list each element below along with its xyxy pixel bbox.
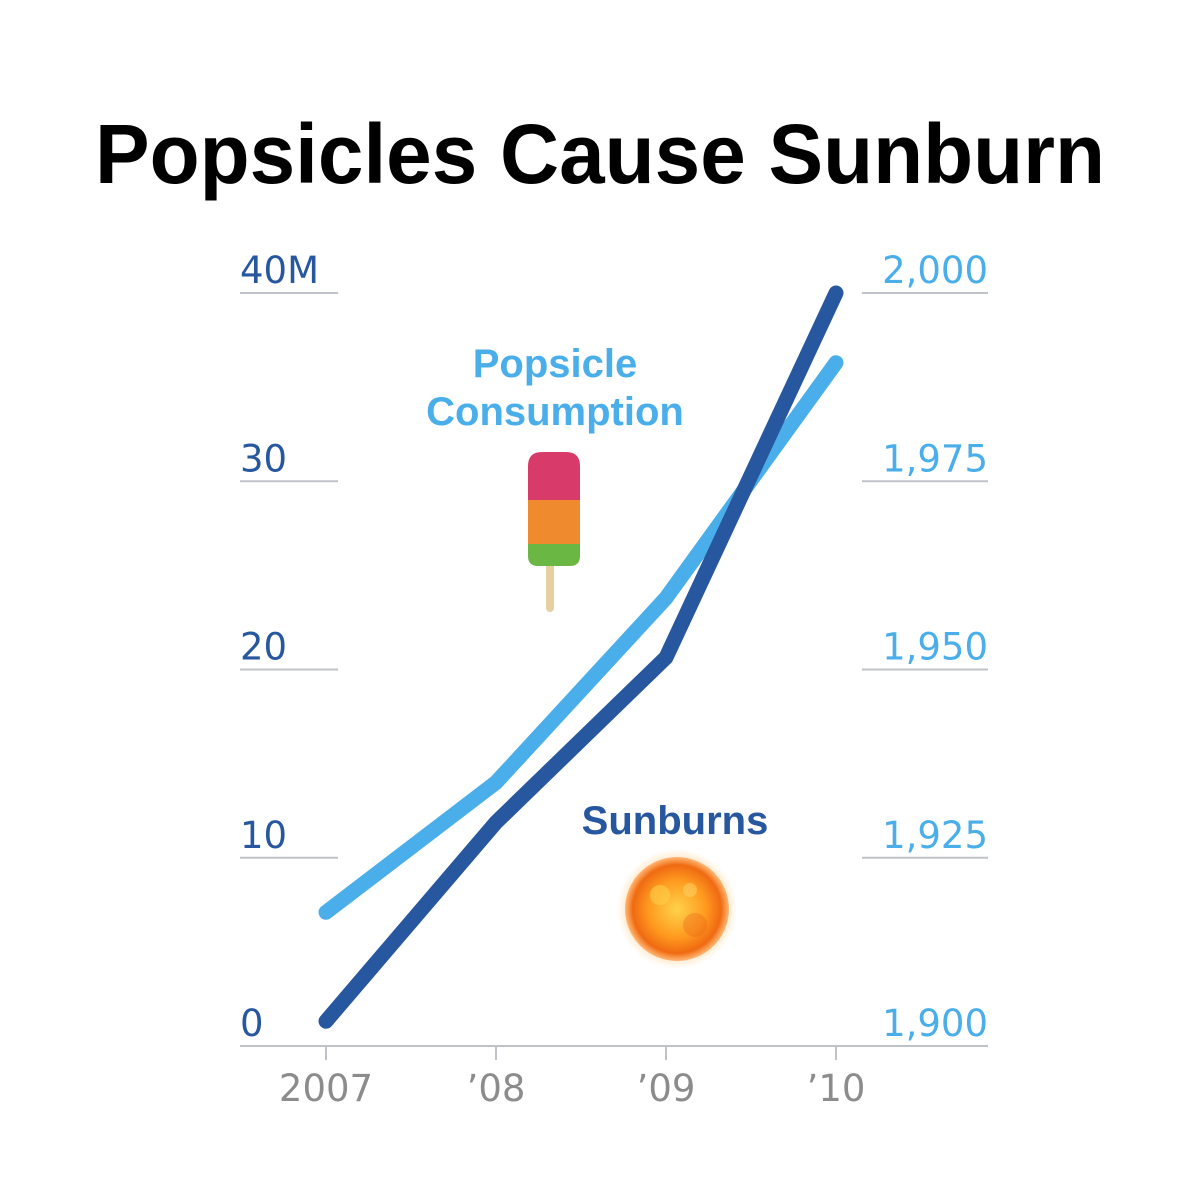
sun-icon [617,849,737,969]
left-tick-label: 20 [240,626,287,669]
right-tick-label: 1,950 [882,626,988,669]
x-tick-label: ’08 [467,1067,526,1110]
left-tick-label: 10 [240,814,287,857]
left-tick-label: 30 [240,437,287,480]
left-axis: 0 10 20 30 40M [240,249,319,1045]
series-label-sunburns: Sunburns [582,799,769,843]
right-tick-label: 2,000 [882,249,988,292]
series-layer [318,285,844,1029]
x-axis: 2007 ’08 ’09 ’10 [240,1045,988,1110]
x-tick-label: ’10 [807,1067,866,1110]
right-tick-label: 1,900 [882,1002,988,1045]
series-label-popsicle-line1: Popsicle [473,342,638,386]
x-tick-label: ’09 [637,1067,696,1110]
right-tick-label: 1,975 [882,437,988,480]
left-tick-label: 0 [240,1002,264,1045]
series-label-popsicle-line2: Consumption [426,390,684,434]
right-axis: 1,900 1,925 1,950 1,975 2,000 [882,249,988,1045]
popsicle-icon [528,452,580,612]
series-line-sunburns [318,285,844,1029]
x-tick-label: 2007 [279,1067,373,1110]
right-tick-label: 1,925 [882,814,988,857]
left-tick-label: 40M [240,249,319,292]
chart-title: Popsicles Cause Sunburn [95,107,1105,201]
grid-layer [240,292,988,859]
